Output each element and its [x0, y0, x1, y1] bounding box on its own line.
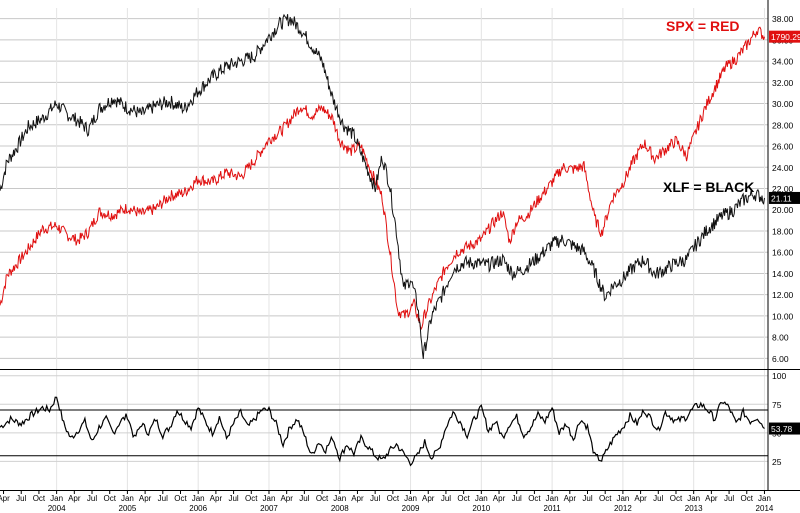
y-tick-label-8: 8.00	[772, 333, 789, 343]
x-tick-label: Jul	[724, 494, 734, 503]
x-tick-label: Apr	[210, 494, 223, 503]
x-tick-label: Jan	[263, 494, 276, 503]
x-tick-label: Oct	[741, 494, 754, 503]
indicator-grid	[0, 375, 768, 462]
x-tick-label: Oct	[316, 494, 329, 503]
y-axis-labels: 6.00 8.00 10.00 12.00 14.00 16.00 18.00 20.00 22…	[769, 14, 800, 467]
x-year-label-2007: 2007	[260, 504, 278, 513]
x-tick-label: Jul	[228, 494, 238, 503]
x-tick-label: Apr	[351, 494, 364, 503]
x-tick-label: Jan	[616, 494, 629, 503]
x-tick-label: Jul	[512, 494, 522, 503]
x-year-label-2012: 2012	[614, 504, 632, 513]
x-tick-label: Oct	[174, 494, 187, 503]
y-tick-label-38: 38.00	[772, 14, 794, 24]
y-tick-label-14: 14.00	[772, 269, 794, 279]
indicator-tick-label-75: 75	[772, 400, 782, 410]
last-value-xlf: 21.11	[771, 193, 792, 203]
x-tick-label: Oct	[528, 494, 541, 503]
x-tick-label: Oct	[245, 494, 258, 503]
x-tick-label: Oct	[670, 494, 683, 503]
indicator-tick-label-100: 100	[772, 371, 786, 381]
x-tick-label: Oct	[599, 494, 612, 503]
x-tick-label: Jan	[758, 494, 771, 503]
x-tick-label: Jul	[158, 494, 168, 503]
series-line-spx	[0, 26, 765, 331]
x-tick-label: Jul	[653, 494, 663, 503]
x-tick-label: Jan	[546, 494, 559, 503]
x-axis-labels: Apr Jul Oct Jan Apr Jul Oct Jan Apr Jul Oct Jan Apr J…	[0, 490, 774, 513]
last-value-box-xlf	[769, 191, 800, 204]
x-tick-label: Oct	[387, 494, 400, 503]
indicator-tick-label-25: 25	[772, 457, 782, 467]
legend-xlf: XLF = BLACK	[663, 179, 754, 195]
y-tick-label-16: 16.00	[772, 248, 794, 258]
y-tick-label-32: 32.00	[772, 78, 794, 88]
series-line-xlf	[0, 13, 765, 359]
x-year-label-2009: 2009	[402, 504, 420, 513]
x-year-label-2010: 2010	[472, 504, 490, 513]
x-tick-label: Oct	[33, 494, 46, 503]
x-tick-label: Oct	[103, 494, 116, 503]
x-tick-label: Jul	[16, 494, 26, 503]
x-tick-label: Apr	[493, 494, 506, 503]
y-tick-label-26: 26.00	[772, 142, 794, 152]
x-tick-label: Jul	[582, 494, 592, 503]
indicator-last-value-box	[769, 422, 800, 435]
y-tick-label-34: 34.00	[772, 57, 794, 67]
x-year-label-2013: 2013	[685, 504, 703, 513]
chart-frame	[0, 0, 800, 491]
y-tick-label-22: 22.00	[772, 184, 794, 194]
x-tick-label: Apr	[139, 494, 152, 503]
x-tick-label: Apr	[0, 494, 10, 503]
x-year-label-2014: 2014	[756, 504, 774, 513]
x-tick-label: Apr	[634, 494, 647, 503]
x-year-label-2005: 2005	[119, 504, 137, 513]
x-tick-label: Apr	[705, 494, 718, 503]
x-tick-label: Oct	[457, 494, 470, 503]
y-tick-label-6: 6.00	[772, 354, 789, 364]
y-tick-label-10: 10.00	[772, 311, 794, 321]
x-tick-label: Jan	[50, 494, 63, 503]
last-value-spx: 1790.29	[771, 32, 800, 42]
legend: SPX = RED XLF = BLACK	[663, 18, 754, 195]
indicator-series	[0, 396, 765, 467]
y-tick-label-30: 30.00	[772, 99, 794, 109]
x-tick-label: Jan	[192, 494, 205, 503]
y-tick-label-20: 20.00	[772, 205, 794, 215]
x-tick-label: Jul	[441, 494, 451, 503]
main-series	[0, 13, 765, 359]
x-tick-label: Jan	[475, 494, 488, 503]
x-tick-label: Apr	[564, 494, 577, 503]
last-value-box-spx	[769, 30, 800, 43]
x-tick-label: Jan	[687, 494, 700, 503]
x-tick-label: Apr	[280, 494, 293, 503]
x-tick-label: Apr	[422, 494, 435, 503]
legend-spx: SPX = RED	[666, 18, 740, 34]
y-tick-label-28: 28.00	[772, 120, 794, 130]
y-tick-label-18: 18.00	[772, 226, 794, 236]
y-tick-label-12: 12.00	[772, 290, 794, 300]
x-tick-label: Jan	[121, 494, 134, 503]
x-year-label-2006: 2006	[189, 504, 207, 513]
x-tick-label: Jul	[299, 494, 309, 503]
x-year-label-2008: 2008	[331, 504, 349, 513]
x-year-label-2004: 2004	[48, 504, 66, 513]
x-tick-label: Jul	[87, 494, 97, 503]
x-tick-label: Jan	[404, 494, 417, 503]
x-tick-label: Jan	[333, 494, 346, 503]
x-tick-label: Jul	[370, 494, 380, 503]
indicator-line	[0, 396, 765, 467]
x-year-label-2011: 2011	[544, 504, 562, 513]
y-tick-label-24: 24.00	[772, 163, 794, 173]
x-tick-label: Apr	[68, 494, 81, 503]
indicator-last-value: 53.78	[771, 424, 793, 434]
